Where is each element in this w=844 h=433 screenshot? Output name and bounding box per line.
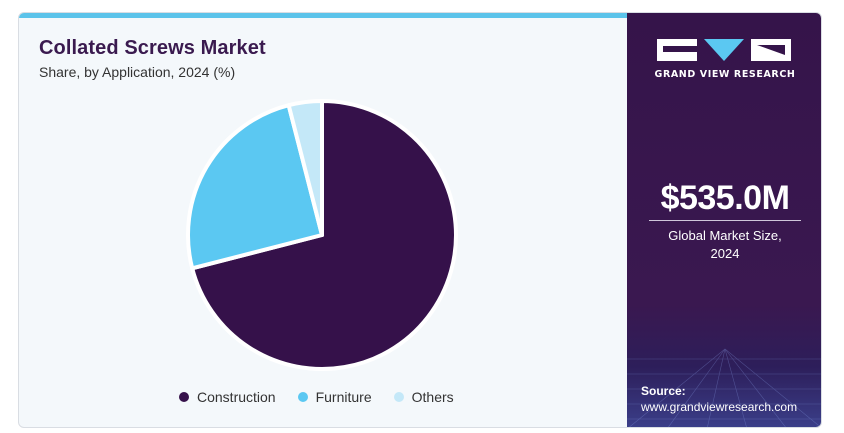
accent-bar	[19, 13, 627, 18]
market-size-value: $535.0M	[660, 179, 790, 217]
legend-label-furniture: Furniture	[315, 389, 372, 405]
legend-label-others: Others	[411, 389, 454, 405]
brand-logo	[657, 39, 791, 61]
legend-item-construction: Construction	[179, 389, 276, 405]
brand-name: GRAND VIEW RESEARCH	[654, 69, 796, 80]
pie-slice-construction	[190, 99, 458, 371]
chart-subtitle: Share, by Application, 2024 (%)	[39, 64, 236, 80]
legend-swatch-furniture	[297, 392, 308, 402]
market-size-label-line2: 2024	[710, 246, 740, 261]
legend-swatch-others	[393, 392, 404, 402]
chart-card: Collated Screws Market Share, by Applica…	[18, 12, 822, 428]
source-link[interactable]: www.grandviewresearch.com	[641, 400, 798, 414]
source-label: Source:	[641, 384, 686, 398]
divider	[649, 220, 801, 221]
pie-slice-furniture	[186, 103, 324, 271]
decorative-grid	[627, 348, 821, 427]
legend-item-furniture: Furniture	[297, 389, 372, 405]
legend: Construction Furniture Others	[179, 389, 454, 405]
sidebar-panel: GRAND VIEW RESEARCH $535.0M Global Marke…	[627, 13, 821, 427]
legend-item-others: Others	[393, 389, 454, 405]
legend-swatch-construction	[179, 392, 189, 402]
chart-area: Collated Screws Market Share, by Applica…	[19, 13, 627, 427]
chart-title: Collated Screws Market	[39, 37, 266, 59]
source: Source: www.grandviewresearch.com	[641, 383, 797, 415]
market-size-label-line1: Global Market Size,	[668, 228, 782, 243]
pie-chart	[186, 99, 458, 371]
legend-label-construction: Construction	[197, 389, 276, 405]
pie-slice-others	[286, 99, 324, 237]
market-size-label: Global Market Size, 2024	[627, 227, 821, 263]
